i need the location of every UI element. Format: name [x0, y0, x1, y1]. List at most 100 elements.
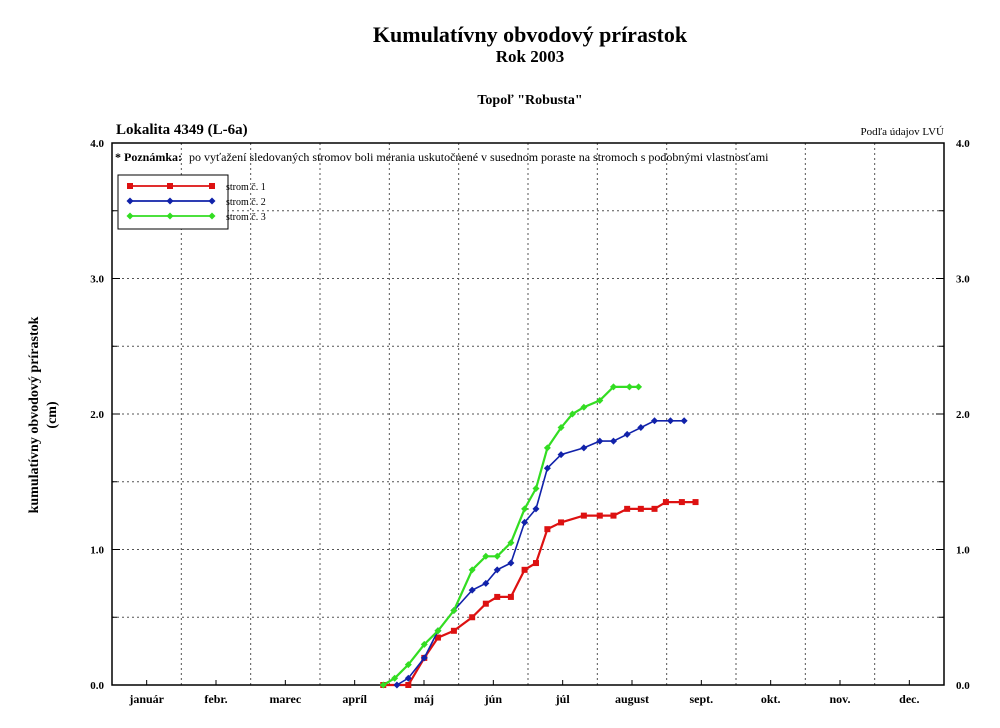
data-point [521, 566, 528, 573]
x-tick-label: okt. [761, 692, 781, 706]
data-point [624, 505, 631, 512]
y-tick-label-left: 3.0 [90, 274, 104, 286]
data-point [596, 396, 604, 404]
data-point [662, 499, 669, 506]
y-tick-label-left: 0.0 [90, 680, 104, 692]
data-point [637, 505, 644, 512]
data-point [379, 681, 387, 689]
x-tick-label: máj [414, 692, 434, 706]
y-axis-label: kumulatívny obvodový prírastok [27, 316, 42, 513]
x-tick-label: jún [484, 692, 503, 706]
series-3 [379, 383, 643, 689]
data-point [126, 212, 134, 220]
y-tick-label-left: 4.0 [90, 138, 104, 150]
data-point [493, 566, 501, 574]
data-point [544, 526, 551, 533]
data-point [482, 600, 489, 607]
data-point [558, 519, 565, 526]
location-label: Lokalita 4349 (L-6a) [116, 122, 248, 138]
data-point [166, 212, 174, 220]
data-point [404, 674, 412, 682]
x-tick-label: júl [555, 692, 571, 706]
note-text: po vyťažení sledovaných stromov boli mer… [189, 150, 769, 164]
data-point [557, 451, 565, 459]
data-point [507, 593, 514, 600]
data-point [532, 560, 539, 567]
ticks: 0.0 0.0 1.0 1.0 2.0 2.0 3.0 3.0 4.0 4.0 január febr… [90, 138, 970, 706]
data-point [404, 661, 412, 669]
data-point [482, 552, 490, 560]
data-point [420, 654, 428, 662]
note-prefix: * Poznámka: [115, 150, 182, 164]
data-point [651, 417, 659, 425]
data-point [543, 444, 551, 452]
data-point [393, 681, 401, 689]
x-tick-label: febr. [204, 692, 227, 706]
series [379, 383, 699, 689]
data-point [126, 197, 134, 205]
y-tick-label-left: 2.0 [90, 409, 104, 421]
chart-subtitle: Rok 2003 [496, 47, 564, 66]
y-axis-unit: (cm) [45, 401, 60, 429]
source-label: Podľa údajov LVÚ [860, 126, 944, 138]
data-point [623, 430, 631, 438]
data-point [450, 606, 458, 614]
data-point [167, 183, 173, 189]
note: * Poznámka: po vyťažení sledovaných stro… [115, 150, 769, 164]
data-point [208, 212, 216, 220]
data-point [609, 437, 617, 445]
data-point [450, 627, 457, 634]
series-line [382, 385, 639, 686]
data-point [521, 518, 529, 526]
data-point [625, 383, 633, 391]
data-point [635, 383, 643, 391]
chart-title: Kumulatívny obvodový prírastok [373, 22, 688, 47]
data-point [434, 634, 441, 641]
data-point [494, 593, 501, 600]
data-point [596, 437, 604, 445]
x-tick-label: marec [269, 692, 301, 706]
data-point [580, 403, 588, 411]
legend-label: strom č. 1 [226, 182, 266, 193]
data-point [521, 505, 529, 513]
data-point [420, 640, 428, 648]
data-point [208, 197, 216, 205]
legend-label: strom č. 2 [226, 197, 266, 208]
data-point [543, 464, 551, 472]
y-tick-label-right: 1.0 [956, 545, 970, 557]
data-point [166, 197, 174, 205]
data-point [468, 566, 476, 574]
x-tick-label: apríl [342, 692, 367, 706]
species-label: Topoľ "Robusta" [477, 93, 582, 108]
data-point [482, 579, 490, 587]
series-line [383, 501, 696, 687]
data-point [391, 674, 399, 682]
data-point [434, 627, 442, 635]
x-tick-label: nov. [829, 692, 850, 706]
data-point [127, 183, 133, 189]
data-point [680, 417, 688, 425]
data-point [209, 183, 215, 189]
data-point [532, 485, 540, 493]
data-point [557, 424, 565, 432]
y-tick-label-right: 0.0 [956, 680, 970, 692]
data-point [651, 505, 658, 512]
x-tick-label: dec. [899, 692, 919, 706]
legend: strom č. 1 strom č. 2 strom č. 3 [117, 174, 266, 230]
data-point [469, 614, 476, 621]
data-point [507, 539, 515, 547]
data-point [468, 586, 476, 594]
data-point [405, 682, 412, 688]
y-tick-label-right: 4.0 [956, 138, 970, 150]
y-tick-label-right: 3.0 [956, 274, 970, 286]
data-point [609, 383, 617, 391]
data-point [610, 512, 617, 519]
grid [112, 143, 944, 685]
data-point [568, 410, 576, 418]
x-tick-label: sept. [689, 692, 713, 706]
data-point [678, 499, 685, 506]
x-tick-label: január [128, 692, 164, 706]
data-point [692, 499, 699, 506]
series-1 [380, 499, 699, 688]
